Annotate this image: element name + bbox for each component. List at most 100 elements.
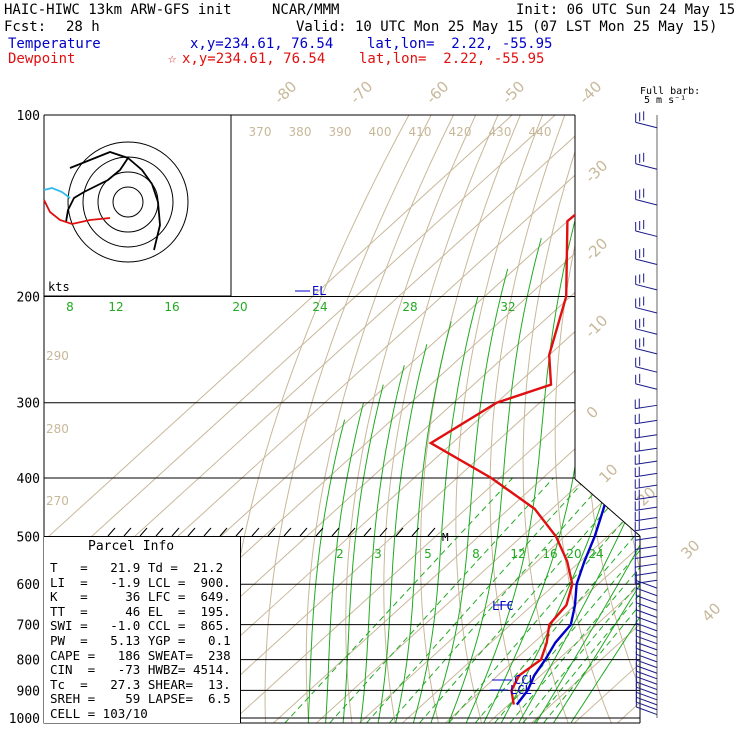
theta-label: 380 [289, 125, 312, 139]
freezing-hatch [155, 527, 164, 537]
wind-barb [635, 383, 658, 390]
pressure-label: 100 [17, 109, 40, 124]
isotherm-label: -30 [581, 156, 611, 186]
barb-key-line2: 5 m s⁻¹ [644, 95, 687, 106]
wind-barb [635, 472, 658, 478]
moist-adiabat-line [307, 419, 346, 723]
freezing-hatch [171, 527, 180, 537]
isotherm-line [44, 115, 629, 723]
dry-adiabat-line [455, 115, 555, 723]
org-label: NCAR/MMM [272, 2, 340, 18]
parcel-info-title: Parcel Info [88, 539, 175, 554]
freezing-hatch [139, 527, 148, 537]
isotherm-label: 10 [595, 460, 621, 486]
mixing-ratio-label: 28 [402, 300, 417, 314]
wind-barb [635, 283, 658, 291]
freezing-hatch [283, 527, 292, 537]
valid-time: Valid: 10 UTC Mon 25 May 15 (07 LST Mon … [296, 19, 718, 35]
dry-adiabat-line [522, 115, 598, 723]
mixing-ratio-label: 2 [336, 547, 344, 561]
hodograph-ring [67, 141, 189, 263]
mixing-ratio-label: 12 [510, 547, 525, 561]
freezing-hatch [187, 527, 196, 537]
freezing-hatch [411, 527, 420, 537]
parcel-info-row: SREH = 59 LAPSE= 6.5 [50, 691, 231, 707]
moist-adiabat-line [358, 365, 405, 723]
mixing-ratio-line [516, 477, 640, 723]
lfc-label: LFC [492, 599, 514, 613]
hodograph-trace [65, 151, 161, 251]
dry-adiabat-line [646, 87, 740, 730]
freezing-hatch [219, 527, 228, 537]
mixing-ratio-line [527, 477, 640, 723]
theta-label: 440 [529, 125, 552, 139]
moist-adiabat-line [341, 384, 384, 723]
isotherm-label: -20 [581, 234, 611, 264]
pressure-label: 300 [17, 397, 40, 412]
hodograph-ring [112, 186, 144, 218]
wind-barb [635, 230, 658, 237]
hodograph-background [44, 115, 231, 297]
mixing-ratio-line [536, 477, 640, 723]
wind-barb [636, 665, 658, 674]
wind-barb [635, 516, 658, 522]
parcel-info-row: TT = 46 EL = 195. [50, 603, 231, 619]
parcel-info-box: Parcel Info T = 21.9 Td = 21.2 LI = -1.9 … [44, 537, 241, 723]
theta-label: 290 [46, 349, 69, 363]
pressure-label: 1000 [9, 712, 40, 727]
moist-adiabat-line [324, 402, 364, 723]
isotherm-line [178, 115, 640, 723]
temperature-location: x,y=234.61, 76.54 lat,lon= 2.22, -55.95 [190, 36, 553, 52]
dry-adiabat-line [674, 87, 740, 730]
mixing-ratio-label: 8 [472, 547, 480, 561]
lcl-label: LCL [510, 683, 532, 697]
wind-barb [636, 602, 658, 611]
dry-adiabat-line [702, 87, 740, 730]
dry-adiabat-line [554, 115, 620, 723]
theta-label: 410 [409, 125, 432, 139]
wind-barb [635, 366, 658, 373]
parcel-info-row: CELL = 103/10 [50, 706, 148, 721]
wind-barb [635, 536, 658, 541]
isotherm-line [307, 115, 640, 723]
isotherm-label: -40 [575, 77, 605, 107]
dry-adiabat-line [420, 115, 533, 723]
freezing-hatch [363, 527, 372, 537]
freezing-hatch [203, 527, 212, 537]
wind-barb [635, 579, 658, 585]
pressure-label: 400 [17, 472, 40, 487]
wind-barb [635, 307, 658, 314]
dry-adiabat-line [264, 115, 447, 723]
hodograph-ring [82, 156, 174, 248]
dry-adiabat-line [489, 115, 576, 723]
mixing-ratio-label: 16 [542, 547, 557, 561]
moist-adiabat-line [427, 268, 509, 723]
wind-barb [635, 563, 658, 568]
freezing-hatch [379, 527, 388, 537]
pressure-label: 800 [17, 654, 40, 669]
dewpoint-location: x,y=234.61, 76.54 lat,lon= 2.22, -55.95 [182, 51, 545, 67]
dry-adiabat-line [728, 87, 740, 730]
theta-label: 370 [249, 125, 272, 139]
wind-barb [635, 526, 658, 532]
theta-label: 280 [46, 422, 69, 436]
mixing-ratio-label: 8 [66, 300, 74, 314]
ccl-label: CCL [514, 673, 536, 687]
wind-barb [636, 701, 658, 711]
wind-barb [636, 696, 658, 706]
barb-key-line1: Full barb: [640, 86, 701, 97]
wind-barb [635, 554, 658, 559]
freezing-hatch [315, 527, 324, 537]
wind-barb [636, 609, 658, 618]
theta-label: 430 [489, 125, 512, 139]
m-label: M [442, 531, 449, 544]
dry-adiabat-line [345, 115, 490, 723]
isotherm-label: 40 [698, 599, 724, 625]
wind-barb [635, 545, 658, 551]
mixing-ratio-label: 12 [108, 300, 123, 314]
wind-barb [636, 691, 658, 701]
wind-barb [635, 419, 658, 425]
parcel-info-row: T = 21.9 Td = 21.2 [50, 560, 224, 575]
isotherm-line [44, 115, 543, 723]
